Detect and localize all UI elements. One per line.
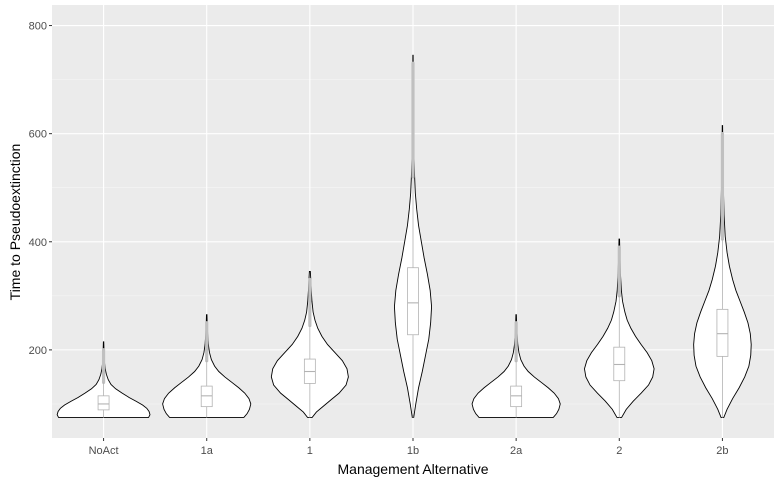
violins <box>56 54 752 418</box>
violin-2a <box>471 314 561 418</box>
x-axis-title: Management Alternative <box>338 461 489 477</box>
x-tick-label: 2 <box>616 445 622 457</box>
x-tick-label: 2b <box>716 445 728 457</box>
y-tick-label: 400 <box>29 237 47 249</box>
violin-2 <box>584 238 655 418</box>
violin-1a <box>162 314 252 418</box>
y-axis: 200 400 600 800 <box>29 21 52 357</box>
y-tick-label: 200 <box>29 345 47 357</box>
box <box>97 395 110 411</box>
y-axis-title: Time to Pseudoextinction <box>7 144 23 301</box>
y-tick-label: 600 <box>29 129 47 141</box>
x-tick-label: 1 <box>307 445 313 457</box>
y-tick-label: 800 <box>29 21 47 33</box>
x-tick-label: 2a <box>510 445 523 457</box>
x-tick-label: 1a <box>201 445 214 457</box>
x-axis: NoAct 1a 1 1b 2a 2 2b <box>89 438 729 457</box>
violin-NoAct <box>56 341 151 418</box>
x-tick-label: 1b <box>407 445 419 457</box>
violin-1 <box>270 271 349 418</box>
box <box>716 308 729 357</box>
x-tick-label: NoAct <box>89 445 119 457</box>
violin-1b <box>393 54 433 418</box>
box <box>407 267 419 336</box>
violin-2b <box>693 125 752 418</box>
